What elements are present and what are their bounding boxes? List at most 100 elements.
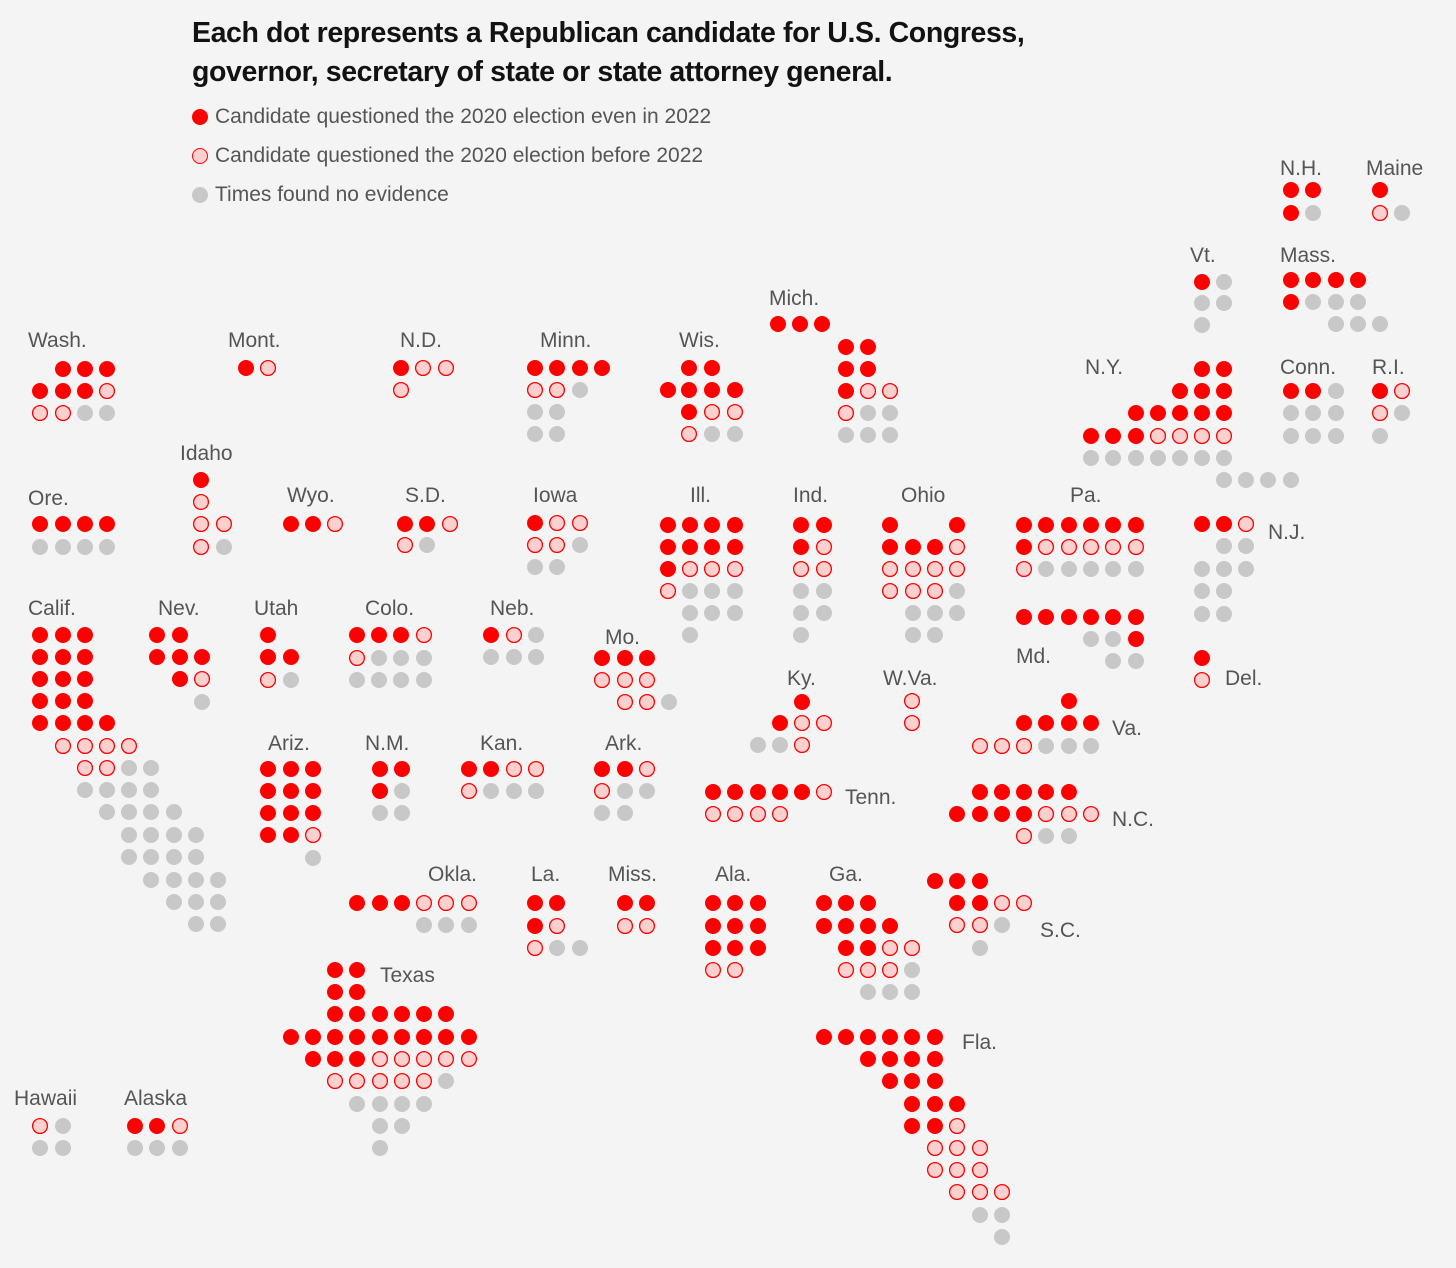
state-label: Mo. [605, 626, 640, 649]
light-dot [948, 916, 966, 934]
solid-dot [438, 1029, 454, 1045]
solid-red-dot-icon [192, 109, 208, 125]
title-line-1: Each dot represents a Republican candida… [192, 17, 1025, 49]
state-n-h: N.H. [1280, 157, 1322, 221]
legend-label-solid: Candidate questioned the 2020 election e… [215, 105, 712, 128]
light-dot [1060, 805, 1078, 823]
gray-dot [617, 805, 633, 821]
gray-dot-icon [192, 187, 208, 203]
light-dot [680, 425, 698, 443]
solid-dot [882, 1029, 898, 1045]
solid-dot [838, 339, 854, 355]
gray-dot [1172, 450, 1188, 466]
light-dot [993, 1183, 1011, 1201]
solid-dot [904, 1118, 920, 1134]
solid-dot [394, 895, 410, 911]
gray-dot [99, 804, 115, 820]
solid-dot [149, 649, 165, 665]
gray-dot [121, 804, 137, 820]
state-la: La. [526, 863, 588, 957]
solid-dot [949, 517, 965, 533]
light-dot [1371, 404, 1389, 422]
state-iowa: Iowa [526, 484, 589, 575]
gray-dot [528, 649, 544, 665]
gray-dot [416, 917, 432, 933]
solid-dot [32, 627, 48, 643]
state-label: Okla. [428, 863, 477, 886]
light-dot [415, 626, 433, 644]
solid-dot [949, 806, 965, 822]
state-ind: Ind. [792, 484, 833, 643]
light-dot [726, 805, 744, 823]
solid-dot [750, 895, 766, 911]
solid-dot [927, 539, 943, 555]
gray-dot [99, 405, 115, 421]
gray-dot [528, 627, 544, 643]
solid-dot [793, 539, 809, 555]
gray-dot [949, 583, 965, 599]
solid-dot [372, 895, 388, 911]
gray-dot [188, 872, 204, 888]
light-dot [326, 515, 344, 533]
solid-dot [860, 918, 876, 934]
solid-dot [904, 1051, 920, 1067]
solid-dot [283, 1029, 299, 1045]
solid-dot [327, 984, 343, 1000]
solid-dot [527, 360, 543, 376]
state-label: Neb. [490, 597, 534, 620]
solid-dot [594, 650, 610, 666]
light-dot [527, 760, 545, 778]
solid-dot [727, 517, 743, 533]
solid-dot [461, 761, 477, 777]
solid-dot [1038, 517, 1054, 533]
solid-dot [750, 784, 766, 800]
solid-dot [704, 360, 720, 376]
solid-dot [704, 539, 720, 555]
solid-dot [260, 805, 276, 821]
solid-dot [904, 1073, 920, 1089]
solid-dot [305, 783, 321, 799]
gray-dot [149, 1140, 165, 1156]
gray-dot [166, 849, 182, 865]
solid-dot [639, 895, 655, 911]
state-label: Wash. [28, 329, 87, 352]
light-dot [659, 582, 677, 600]
light-dot [259, 671, 277, 689]
light-dot [460, 894, 478, 912]
light-dot [837, 961, 855, 979]
light-dot [792, 560, 810, 578]
state-label: Calif. [28, 597, 76, 620]
solid-dot [949, 873, 965, 889]
state-ark: Ark. [593, 732, 656, 821]
solid-dot [927, 1029, 943, 1045]
light-dot [76, 759, 94, 777]
state-mont: Mont. [228, 329, 281, 377]
gray-dot [927, 627, 943, 643]
solid-dot [882, 1073, 898, 1089]
gray-dot [394, 1118, 410, 1134]
solid-dot [238, 360, 254, 376]
gray-dot [166, 894, 182, 910]
light-dot [1015, 894, 1033, 912]
light-dot [948, 1139, 966, 1157]
state-label: Iowa [533, 484, 578, 507]
state-label: Alaska [124, 1087, 187, 1110]
solid-dot [1283, 205, 1299, 221]
state-label: Vt. [1190, 244, 1216, 267]
state-label: Pa. [1070, 484, 1102, 507]
gray-dot [1305, 428, 1321, 444]
light-dot [76, 737, 94, 755]
state-label: N.D. [400, 329, 442, 352]
solid-dot [1061, 517, 1077, 533]
gray-dot [1105, 561, 1121, 577]
gray-dot [1283, 428, 1299, 444]
gray-dot [1328, 316, 1344, 332]
solid-dot [1283, 294, 1299, 310]
solid-dot [77, 361, 93, 377]
gray-dot [1216, 472, 1232, 488]
light-dot [505, 626, 523, 644]
solid-dot [794, 694, 810, 710]
light-dot [1193, 671, 1211, 689]
solid-dot [1350, 272, 1366, 288]
